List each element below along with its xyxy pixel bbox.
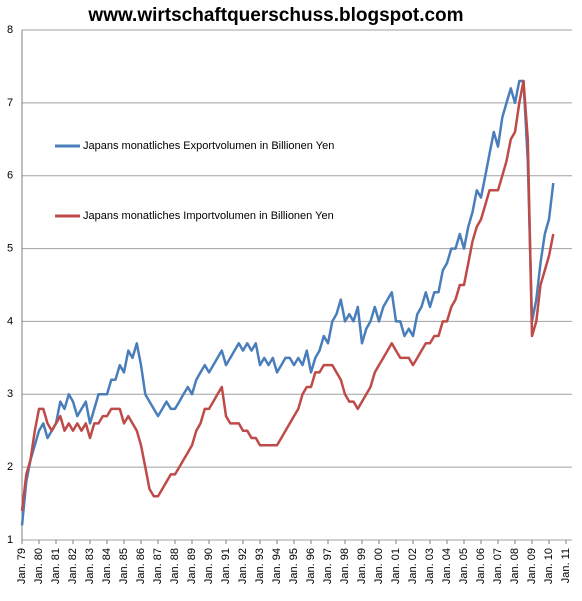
x-tick-label: Jan. 03 bbox=[424, 548, 436, 584]
x-tick-label: Jan. 85 bbox=[118, 548, 130, 584]
x-tick-label: Jan. 79 bbox=[16, 548, 28, 584]
y-tick-label: 4 bbox=[7, 315, 13, 327]
x-tick-label: Jan. 80 bbox=[33, 548, 45, 584]
x-tick-label: Jan. 93 bbox=[254, 548, 266, 584]
x-tick-label: Jan. 97 bbox=[322, 548, 334, 584]
series-line bbox=[20, 79, 555, 526]
x-tick-label: Jan. 06 bbox=[475, 548, 487, 584]
x-tick-label: Jan. 87 bbox=[152, 548, 164, 584]
x-tick-label: Jan. 99 bbox=[356, 548, 368, 584]
y-tick-label: 5 bbox=[7, 242, 13, 254]
y-tick-label: 1 bbox=[7, 534, 13, 546]
y-tick-label: 7 bbox=[7, 97, 13, 109]
y-tick-label: 2 bbox=[7, 461, 13, 473]
y-tick-label: 3 bbox=[7, 388, 13, 400]
x-tick-label: Jan. 96 bbox=[305, 548, 317, 584]
x-tick-label: Jan. 98 bbox=[339, 548, 351, 584]
legend-label: Japans monatliches Exportvolumen in Bill… bbox=[83, 140, 334, 152]
x-tick-label: Jan. 05 bbox=[458, 548, 470, 584]
x-tick-label: Jan. 10 bbox=[543, 548, 555, 584]
x-tick-label: Jan. 00 bbox=[373, 548, 385, 584]
y-tick-label: 8 bbox=[7, 24, 13, 36]
x-tick-label: Jan. 95 bbox=[288, 548, 300, 584]
legend-label: Japans monatliches Importvolumen in Bill… bbox=[83, 210, 334, 222]
series-line bbox=[20, 79, 555, 512]
x-tick-label: Jan. 84 bbox=[101, 548, 113, 584]
x-tick-label: Jan. 94 bbox=[271, 548, 283, 584]
x-tick-label: Jan. 02 bbox=[407, 548, 419, 584]
x-tick-label: Jan. 86 bbox=[135, 548, 147, 584]
x-tick-label: Jan. 89 bbox=[186, 548, 198, 584]
x-tick-label: Jan. 11 bbox=[560, 548, 572, 583]
x-tick-label: Jan. 91 bbox=[220, 548, 232, 584]
x-tick-label: Jan. 81 bbox=[50, 548, 62, 584]
y-tick-label: 6 bbox=[7, 170, 13, 182]
x-tick-label: Jan. 92 bbox=[237, 548, 249, 584]
x-tick-label: Jan. 90 bbox=[203, 548, 215, 584]
x-tick-label: Jan. 83 bbox=[84, 548, 96, 584]
x-tick-label: Jan. 82 bbox=[67, 548, 79, 584]
chart-title: www.wirtschaftquerschuss.blogspot.com bbox=[87, 5, 463, 26]
x-tick-label: Jan. 88 bbox=[169, 548, 181, 584]
x-tick-label: Jan. 09 bbox=[526, 548, 538, 584]
x-tick-label: Jan. 07 bbox=[492, 548, 504, 584]
x-tick-label: Jan. 04 bbox=[441, 548, 453, 584]
x-tick-label: Jan. 08 bbox=[509, 548, 521, 584]
x-tick-label: Jan. 01 bbox=[390, 548, 402, 584]
